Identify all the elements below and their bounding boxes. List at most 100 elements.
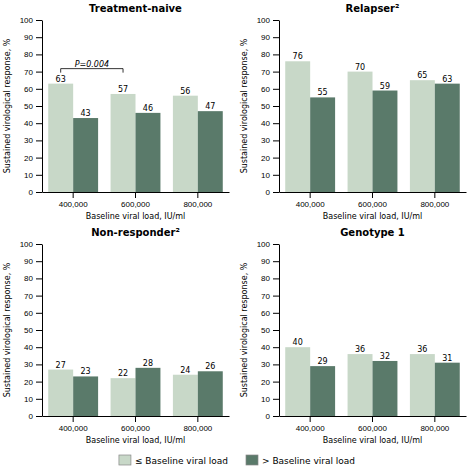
x-tick-label: 600,000	[121, 424, 150, 433]
data-label: 31	[442, 354, 452, 363]
x-tick-label: 400,000	[59, 200, 88, 209]
y-tick: 20	[24, 154, 42, 163]
y-axis-title: Sustained virological response, %	[3, 38, 12, 173]
data-label: 23	[81, 367, 91, 376]
y-tick-label: 50	[261, 326, 270, 335]
y-tick-label: 30	[24, 360, 33, 369]
x-tick-mark	[434, 192, 435, 198]
data-label: 32	[380, 352, 390, 361]
x-tick-mark	[310, 416, 311, 422]
x-tick-mark	[73, 416, 74, 422]
y-tick: 90	[261, 257, 279, 266]
y-tick-label: 10	[24, 395, 33, 404]
annotation: P=0.004	[75, 60, 109, 69]
y-tick-mark	[36, 244, 42, 245]
bar	[73, 118, 98, 192]
y-tick: 0	[29, 188, 42, 197]
y-tick: 80	[24, 274, 42, 283]
data-label: 76	[293, 52, 303, 61]
bar	[435, 363, 460, 416]
y-tick-mark	[273, 106, 279, 107]
data-label: 27	[56, 361, 66, 370]
y-tick-label: 100	[257, 240, 271, 249]
y-tick-label: 60	[24, 85, 33, 94]
panel: 0102030405060708090100400,000600,000800,…	[240, 227, 467, 445]
bar	[285, 347, 310, 416]
x-tick-label: 600,000	[358, 200, 387, 209]
y-tick: 20	[24, 378, 42, 387]
y-tick-label: 90	[24, 33, 33, 42]
y-tick-mark	[36, 399, 42, 400]
y-tick-mark	[273, 296, 279, 297]
y-tick: 70	[24, 292, 42, 301]
bars	[285, 61, 460, 192]
y-tick-label: 20	[261, 154, 270, 163]
y-tick-mark	[273, 278, 279, 279]
y-tick-mark	[36, 330, 42, 331]
data-label: 47	[205, 102, 215, 111]
y-axis: 0102030405060708090100	[257, 16, 280, 197]
y-axis: 0102030405060708090100	[20, 240, 43, 421]
x-axis-title: Baseline viral load, IU/ml	[86, 212, 185, 221]
y-tick-label: 10	[261, 395, 270, 404]
x-tick: 800,000	[420, 192, 449, 209]
y-tick-mark	[273, 20, 279, 21]
y-tick-label: 0	[266, 188, 271, 197]
data-label: 29	[318, 357, 328, 366]
bars	[285, 347, 460, 416]
y-tick-label: 70	[24, 292, 33, 301]
y-tick-label: 40	[261, 119, 270, 128]
y-tick: 70	[24, 68, 42, 77]
y-tick: 70	[261, 68, 279, 77]
y-tick: 50	[24, 326, 42, 335]
y-tick-mark	[36, 382, 42, 383]
y-tick-label: 80	[24, 274, 33, 283]
y-tick-label: 20	[24, 378, 33, 387]
y-tick-mark	[273, 37, 279, 38]
x-axis-title: Baseline viral load, IU/ml	[323, 212, 422, 221]
y-tick-label: 80	[261, 274, 270, 283]
x-tick-label: 800,000	[183, 424, 212, 433]
y-tick: 60	[24, 309, 42, 318]
bar	[73, 376, 98, 416]
y-tick-label: 90	[261, 33, 270, 42]
y-tick: 90	[24, 33, 42, 42]
x-tick-mark	[434, 416, 435, 422]
y-tick-label: 30	[24, 136, 33, 145]
y-tick-mark	[36, 347, 42, 348]
y-axis-title: Sustained virological response, %	[3, 262, 12, 397]
x-tick-mark	[135, 192, 136, 198]
x-tick: 600,000	[121, 192, 150, 209]
y-tick-mark	[273, 382, 279, 383]
y-tick-label: 60	[261, 85, 270, 94]
y-tick-mark	[273, 261, 279, 262]
y-tick-mark	[36, 20, 42, 21]
data-label: 43	[81, 109, 91, 118]
y-tick-mark	[36, 106, 42, 107]
y-tick: 100	[257, 16, 279, 25]
bar	[136, 368, 161, 416]
title: Relapser²	[346, 3, 400, 14]
y-tick-mark	[36, 89, 42, 90]
x-axis: 400,000600,000800,000	[43, 416, 230, 433]
y-tick: 60	[261, 309, 279, 318]
y-tick: 70	[261, 292, 279, 301]
bar	[136, 113, 161, 192]
panel: 0102030405060708090100400,000600,000800,…	[3, 227, 230, 445]
y-tick-mark	[36, 54, 42, 55]
y-tick-mark	[273, 72, 279, 73]
y-tick: 30	[261, 360, 279, 369]
bar	[285, 61, 310, 192]
bar	[410, 354, 435, 416]
y-tick: 100	[20, 16, 42, 25]
bar	[198, 111, 223, 192]
y-axis-line	[279, 21, 280, 193]
y-tick: 0	[266, 188, 279, 197]
y-tick-mark	[36, 416, 42, 417]
data-label: 22	[118, 369, 128, 378]
y-tick: 100	[257, 240, 279, 249]
bar	[410, 80, 435, 192]
x-tick: 800,000	[183, 416, 212, 433]
bar	[111, 94, 136, 192]
y-tick-mark	[273, 364, 279, 365]
